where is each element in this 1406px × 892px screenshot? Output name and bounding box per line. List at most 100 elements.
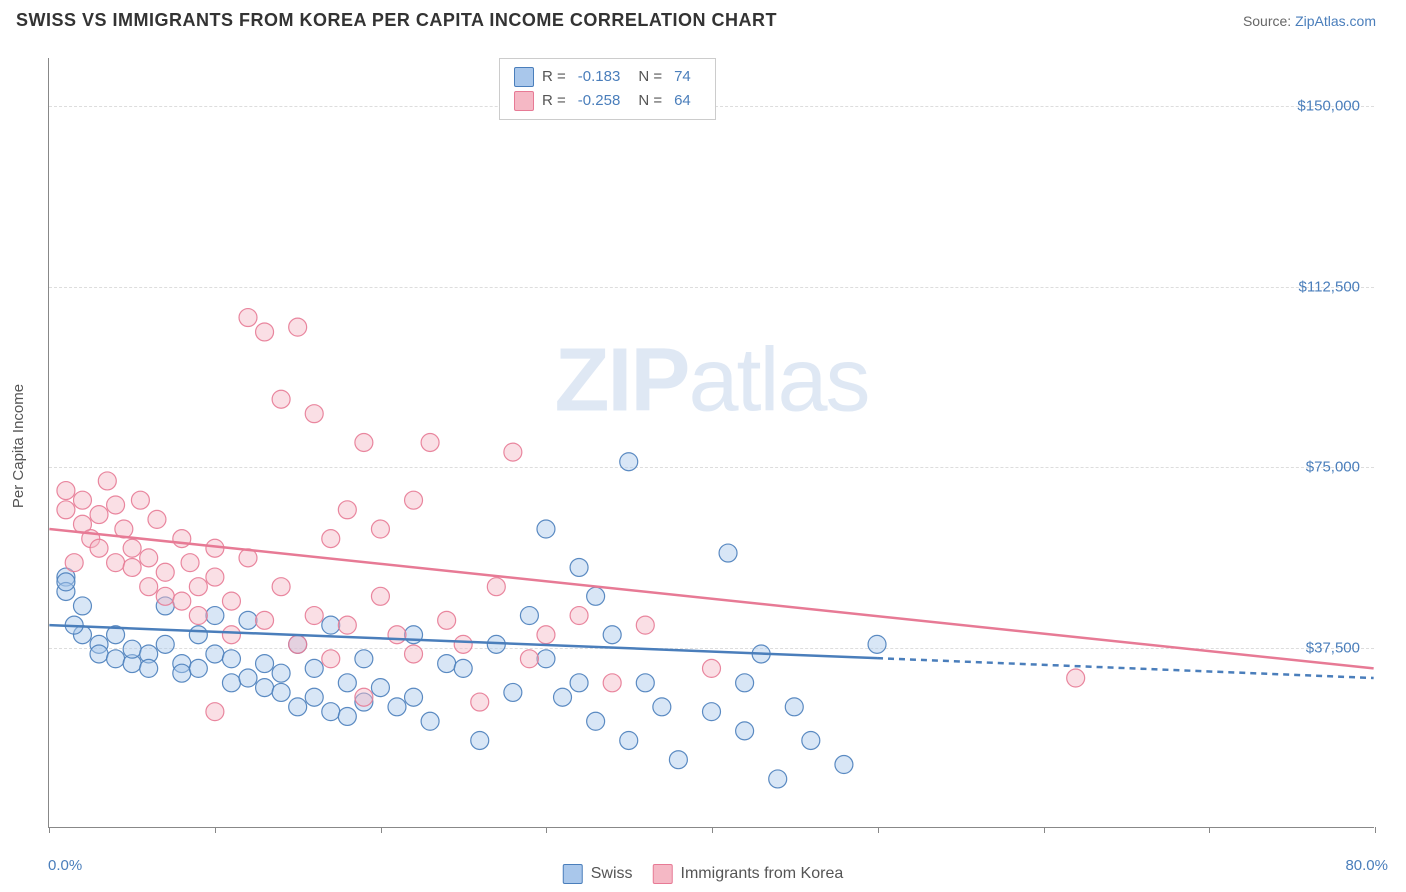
data-point-korea — [222, 592, 240, 610]
data-point-korea — [57, 482, 75, 500]
data-point-swiss — [620, 731, 638, 749]
data-point-swiss — [570, 674, 588, 692]
data-point-swiss — [653, 698, 671, 716]
legend-item-swiss: Swiss — [563, 864, 633, 884]
data-point-korea — [537, 626, 555, 644]
legend-label-swiss: Swiss — [591, 865, 633, 883]
legend-row-korea: R = -0.258N = 64 — [514, 89, 701, 113]
data-point-swiss — [239, 611, 257, 629]
data-point-korea — [520, 650, 538, 668]
x-tick — [1044, 827, 1045, 833]
r-value-swiss: -0.183 — [578, 65, 621, 89]
n-label: N = — [638, 65, 662, 89]
legend-row-swiss: R = -0.183N = 74 — [514, 65, 701, 89]
trend-line-korea — [49, 529, 1373, 668]
data-point-korea — [256, 611, 274, 629]
x-tick — [215, 827, 216, 833]
data-point-korea — [305, 607, 323, 625]
data-point-swiss — [504, 683, 522, 701]
data-point-swiss — [603, 626, 621, 644]
data-point-swiss — [736, 674, 754, 692]
correlation-legend: R = -0.183N = 74R = -0.258N = 64 — [499, 58, 716, 120]
data-point-swiss — [239, 669, 257, 687]
y-axis-label: Per Capita Income — [10, 384, 27, 508]
data-point-korea — [206, 703, 224, 721]
data-point-swiss — [189, 659, 207, 677]
data-point-swiss — [736, 722, 754, 740]
data-point-korea — [173, 530, 191, 548]
data-point-korea — [272, 578, 290, 596]
data-point-korea — [107, 554, 125, 572]
data-point-korea — [140, 578, 158, 596]
data-point-swiss — [173, 664, 191, 682]
source-link[interactable]: ZipAtlas.com — [1295, 13, 1376, 29]
data-point-korea — [98, 472, 116, 490]
data-point-korea — [272, 390, 290, 408]
data-point-korea — [504, 443, 522, 461]
data-point-korea — [189, 578, 207, 596]
legend-swatch-korea — [514, 91, 534, 111]
r-value-korea: -0.258 — [578, 89, 621, 113]
data-point-swiss — [338, 674, 356, 692]
legend-swatch-swiss — [563, 864, 583, 884]
data-point-swiss — [338, 707, 356, 725]
x-tick — [381, 827, 382, 833]
data-point-swiss — [305, 659, 323, 677]
data-point-korea — [222, 626, 240, 644]
legend-swatch-korea — [653, 864, 673, 884]
data-point-swiss — [189, 626, 207, 644]
legend-swatch-swiss — [514, 67, 534, 87]
data-point-korea — [1067, 669, 1085, 687]
data-point-swiss — [206, 645, 224, 663]
data-point-korea — [123, 539, 141, 557]
x-tick — [546, 827, 547, 833]
data-point-korea — [355, 434, 373, 452]
source-prefix: Source: — [1243, 13, 1295, 29]
data-point-swiss — [554, 688, 572, 706]
data-point-korea — [189, 607, 207, 625]
n-label: N = — [638, 89, 662, 113]
data-point-korea — [131, 491, 149, 509]
x-tick — [878, 827, 879, 833]
data-point-swiss — [371, 679, 389, 697]
data-point-korea — [487, 578, 505, 596]
data-point-korea — [636, 616, 654, 634]
data-point-korea — [181, 554, 199, 572]
data-point-korea — [156, 587, 174, 605]
data-point-korea — [73, 491, 91, 509]
data-point-korea — [156, 563, 174, 581]
data-point-swiss — [123, 640, 141, 658]
data-point-korea — [289, 318, 307, 336]
data-point-swiss — [256, 679, 274, 697]
chart-title: SWISS VS IMMIGRANTS FROM KOREA PER CAPIT… — [16, 10, 777, 31]
data-point-swiss — [140, 659, 158, 677]
data-point-swiss — [537, 650, 555, 668]
data-point-korea — [256, 323, 274, 341]
data-point-korea — [405, 645, 423, 663]
chart-plot-area: ZIPatlas R = -0.183N = 74R = -0.258N = 6… — [48, 58, 1374, 828]
r-label: R = — [542, 89, 566, 113]
x-axis-max-label: 80.0% — [1345, 857, 1388, 874]
data-point-swiss — [421, 712, 439, 730]
data-point-korea — [371, 520, 389, 538]
legend-label-korea: Immigrants from Korea — [681, 865, 844, 883]
data-point-swiss — [454, 659, 472, 677]
data-point-swiss — [322, 703, 340, 721]
data-point-swiss — [222, 650, 240, 668]
data-point-korea — [570, 607, 588, 625]
scatter-svg — [49, 58, 1374, 827]
data-point-swiss — [835, 756, 853, 774]
data-point-swiss — [636, 674, 654, 692]
data-point-korea — [471, 693, 489, 711]
data-point-swiss — [520, 607, 538, 625]
data-point-korea — [338, 501, 356, 519]
data-point-korea — [603, 674, 621, 692]
data-point-korea — [703, 659, 721, 677]
data-point-swiss — [438, 655, 456, 673]
data-point-swiss — [57, 573, 75, 591]
data-point-korea — [123, 558, 141, 576]
x-tick — [712, 827, 713, 833]
data-point-korea — [421, 434, 439, 452]
data-point-korea — [289, 635, 307, 653]
data-point-swiss — [355, 650, 373, 668]
